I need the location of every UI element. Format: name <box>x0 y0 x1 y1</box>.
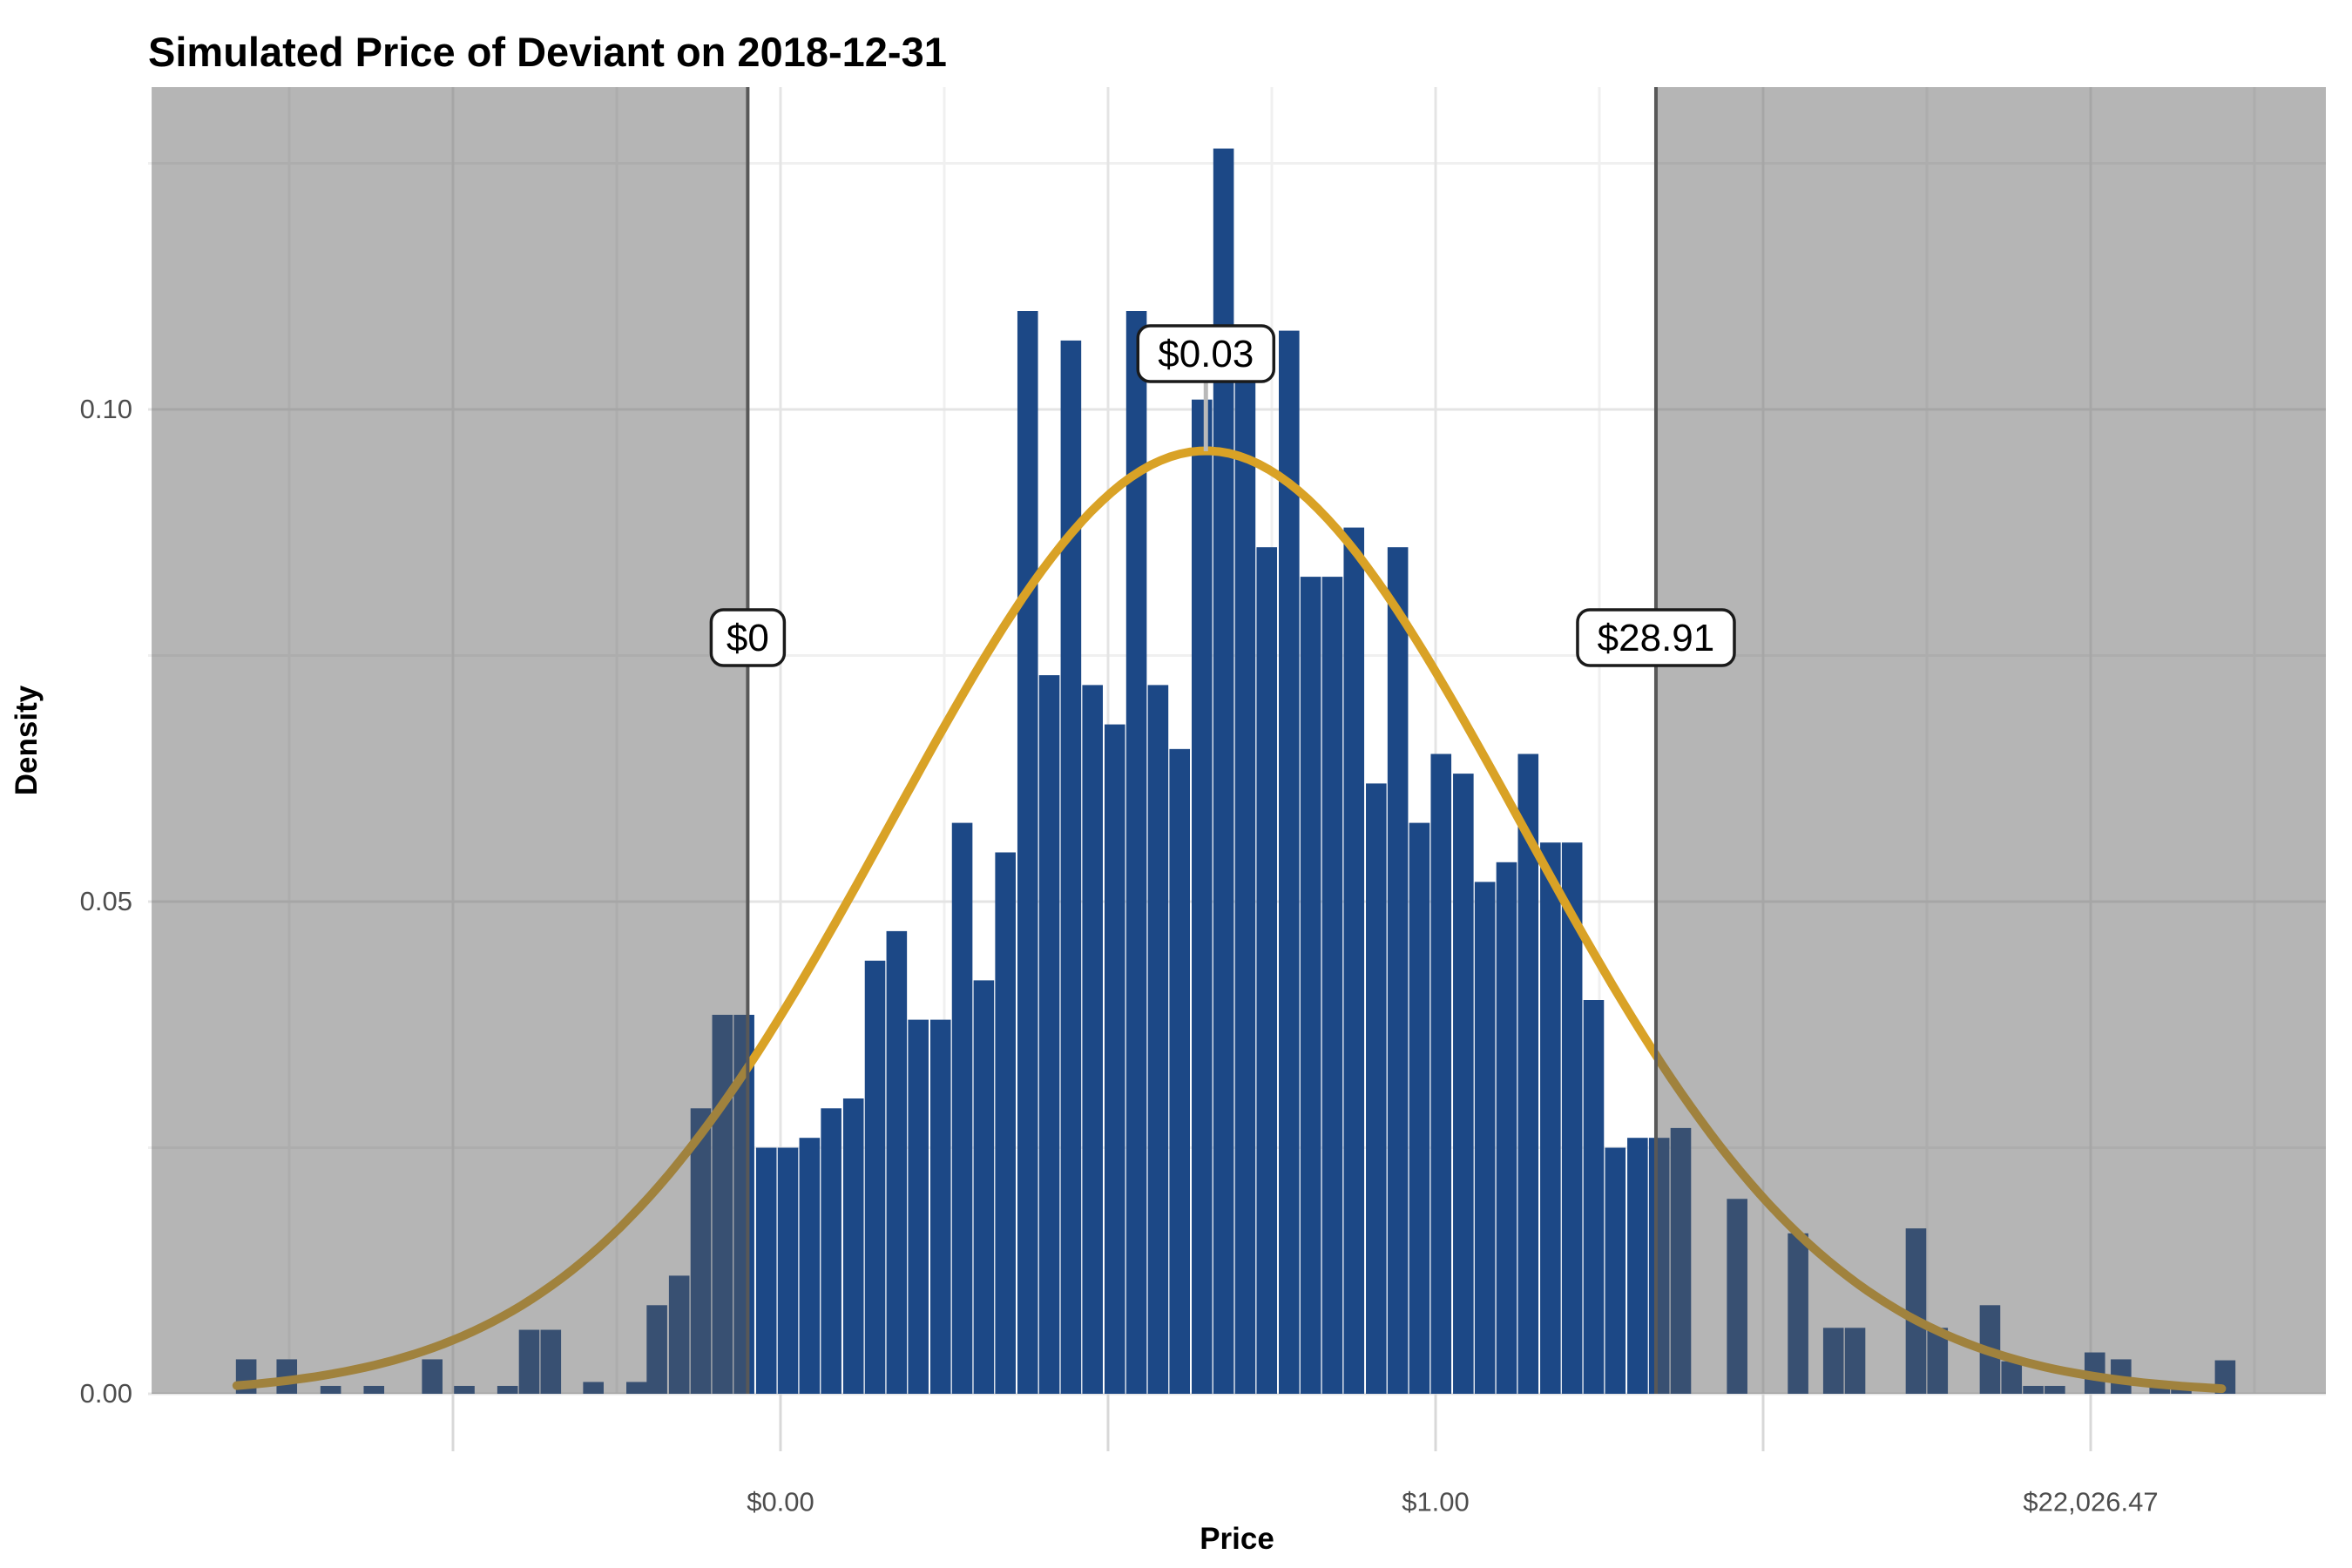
histogram-bars-layer <box>235 148 2236 1395</box>
y-tick-label: 0.10 <box>80 394 132 424</box>
histogram-bar <box>497 1385 518 1394</box>
annotation-label: $28.91 <box>1598 617 1715 659</box>
annotation-label: $0 <box>727 617 769 659</box>
x-tick-label: $0.00 <box>747 1486 814 1517</box>
histogram-bar <box>1387 547 1409 1394</box>
chart-title: Simulated Price of Deviant on 2018-12-31 <box>148 29 947 75</box>
histogram-bar <box>646 1305 667 1394</box>
histogram-bar <box>1300 577 1321 1394</box>
histogram-bar <box>668 1275 690 1394</box>
histogram-bar <box>1627 1138 1648 1394</box>
histogram-bar <box>1169 748 1191 1394</box>
histogram-bar <box>1038 675 1060 1394</box>
histogram-bar <box>1822 1328 1844 1394</box>
histogram-bar <box>908 1019 929 1394</box>
y-tick-label: 0.05 <box>80 886 132 916</box>
axis-ticks-layer: $0.00 $1.00 $22,026.47 0.00 0.05 0.10 <box>80 394 2159 1517</box>
histogram-bar <box>1788 1233 1808 1394</box>
histogram-bar <box>1927 1328 1949 1394</box>
histogram-bar <box>363 1385 385 1394</box>
histogram-bar <box>2001 1361 2023 1394</box>
histogram-bar <box>1082 685 1103 1394</box>
x-axis-title: Price <box>1200 1522 1274 1556</box>
histogram-bar <box>1147 685 1169 1394</box>
density-curve-layer <box>232 446 2227 1394</box>
annotation-labels-layer: $0 $28.91 $0.03 <box>709 324 1736 667</box>
histogram-bar <box>1605 1147 1626 1394</box>
histogram-bar <box>1104 724 1125 1394</box>
histogram-bar <box>821 1108 841 1394</box>
annotation-box <box>1136 324 1276 383</box>
histogram-bar <box>422 1359 443 1394</box>
histogram-bar <box>1279 330 1300 1395</box>
histogram-bar <box>1905 1228 1927 1394</box>
histogram-bar <box>2023 1385 2044 1394</box>
histogram-bar <box>1540 842 1561 1394</box>
annotation-label: $0.03 <box>1158 333 1254 375</box>
histogram-bar <box>951 822 973 1394</box>
shaded-tail-regions-layer <box>152 87 2326 1394</box>
histogram-bar <box>1343 527 1365 1394</box>
histogram-bar <box>1648 1138 1670 1394</box>
y-axis-title: Density <box>10 685 44 795</box>
x-tick-label: $22,026.47 <box>2023 1486 2158 1517</box>
histogram-bar <box>1125 311 1147 1394</box>
histogram-bar <box>454 1385 475 1394</box>
histogram-bar <box>1060 340 1082 1394</box>
x-tick-label: $1.00 <box>1402 1486 1470 1517</box>
histogram-bar <box>1517 754 1539 1394</box>
histogram-bar <box>886 930 908 1394</box>
histogram-bar <box>1453 774 1474 1394</box>
histogram-bar <box>1234 340 1256 1394</box>
histogram-bar <box>1727 1199 1747 1394</box>
histogram-bar <box>518 1329 540 1394</box>
histogram-bar <box>1844 1328 1866 1394</box>
annotation-box <box>1576 608 1736 667</box>
histogram-bar <box>799 1138 821 1394</box>
histogram-bar <box>864 960 886 1394</box>
histogram-bar <box>1213 148 1234 1394</box>
histogram-bar <box>1561 842 1583 1394</box>
histogram-bar <box>540 1329 562 1394</box>
histogram-bar <box>995 852 1016 1394</box>
histogram-bar <box>1321 577 1343 1394</box>
histogram-bar <box>626 1382 647 1394</box>
histogram-bar <box>1017 311 1038 1394</box>
annotation-box <box>709 608 787 667</box>
histogram-bar <box>1256 547 1278 1394</box>
histogram-bar <box>1430 754 1452 1394</box>
histogram-bar <box>755 1147 777 1394</box>
histogram-bar <box>690 1108 712 1394</box>
histogram-bar <box>583 1382 604 1394</box>
histogram-bar <box>1670 1127 1692 1394</box>
shaded-tail-region <box>152 87 748 1394</box>
histogram-bar <box>1583 1000 1605 1394</box>
histogram-bar <box>973 980 995 1394</box>
histogram-bar <box>1409 822 1430 1394</box>
histogram-bar <box>1474 882 1496 1394</box>
histogram-bar <box>777 1147 799 1394</box>
histogram-bar <box>842 1098 864 1394</box>
histogram-bar <box>2044 1385 2065 1394</box>
density-curve <box>232 446 2227 1394</box>
histogram-bar <box>320 1385 341 1394</box>
histogram-bar <box>929 1019 951 1394</box>
histogram-bar <box>1366 783 1387 1394</box>
histogram-bar <box>2149 1385 2171 1394</box>
shaded-tail-region <box>1655 87 2326 1394</box>
histogram-bar <box>1191 399 1213 1395</box>
y-tick-label: 0.00 <box>80 1378 132 1409</box>
histogram-bar <box>1496 862 1517 1394</box>
